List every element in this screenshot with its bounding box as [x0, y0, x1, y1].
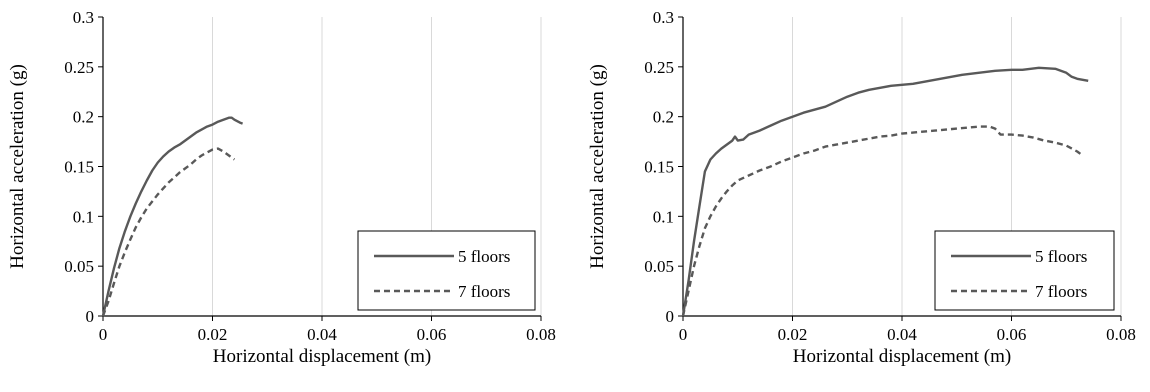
x-axis-title: Horizontal displacement (m) — [213, 346, 431, 367]
x-tick-label: 0.08 — [526, 325, 556, 344]
y-tick-label: 0.05 — [64, 257, 94, 276]
chart-right: 0 0.05 0.1 0.15 0.2 0.25 0.3 0 0.02 0.04 0.06 0.08 H… — [587, 8, 1136, 367]
legend-label: 7 floors — [458, 282, 510, 301]
y-tick-label: 0.15 — [64, 158, 94, 177]
x-tick-label: 0.06 — [417, 325, 447, 344]
x-tick-label: 0 — [99, 325, 108, 344]
y-tick-label: 0.3 — [653, 8, 674, 27]
x-tick-label: 0.04 — [887, 325, 917, 344]
y-tick-label: 0.25 — [644, 58, 674, 77]
x-tick-label: 0.04 — [307, 325, 337, 344]
y-tick-label: 0.2 — [73, 108, 94, 127]
series-line-7-floors — [681, 125, 1084, 317]
chart-left: 0 0.05 0.1 0.15 0.2 0.25 0.3 0 0.02 0.04 0.06 0.08 H… — [7, 8, 556, 367]
y-axis-title: Horizontal acceleration (g) — [587, 64, 608, 269]
y-axis-title: Horizontal acceleration (g) — [7, 64, 28, 269]
legend-box — [357, 230, 536, 311]
legend-label: 5 floors — [1035, 247, 1087, 266]
x-tick-label: 0 — [679, 325, 688, 344]
y-tick-label: 0.15 — [644, 158, 674, 177]
series-line-7-floors — [101, 147, 236, 317]
y-tick-label: 0.1 — [73, 207, 94, 226]
legend-label: 5 floors — [458, 247, 510, 266]
y-tick-label: 0.3 — [73, 8, 94, 27]
x-tick-label: 0.02 — [198, 325, 228, 344]
y-tick-label: 0.2 — [653, 108, 674, 127]
y-tick-label: 0 — [666, 307, 675, 326]
y-tick-label: 0 — [86, 307, 95, 326]
x-axis-title: Horizontal displacement (m) — [793, 346, 1011, 367]
x-tick-label: 0.02 — [778, 325, 808, 344]
legend-label: 7 floors — [1035, 282, 1087, 301]
legend-box — [934, 230, 1115, 311]
x-tick-label: 0.06 — [997, 325, 1027, 344]
x-tick-label: 0.08 — [1106, 325, 1136, 344]
series-line-5-floors — [101, 116, 244, 317]
y-tick-label: 0.25 — [64, 58, 94, 77]
y-tick-label: 0.05 — [644, 257, 674, 276]
series-line-5-floors — [681, 66, 1089, 317]
y-tick-label: 0.1 — [653, 207, 674, 226]
